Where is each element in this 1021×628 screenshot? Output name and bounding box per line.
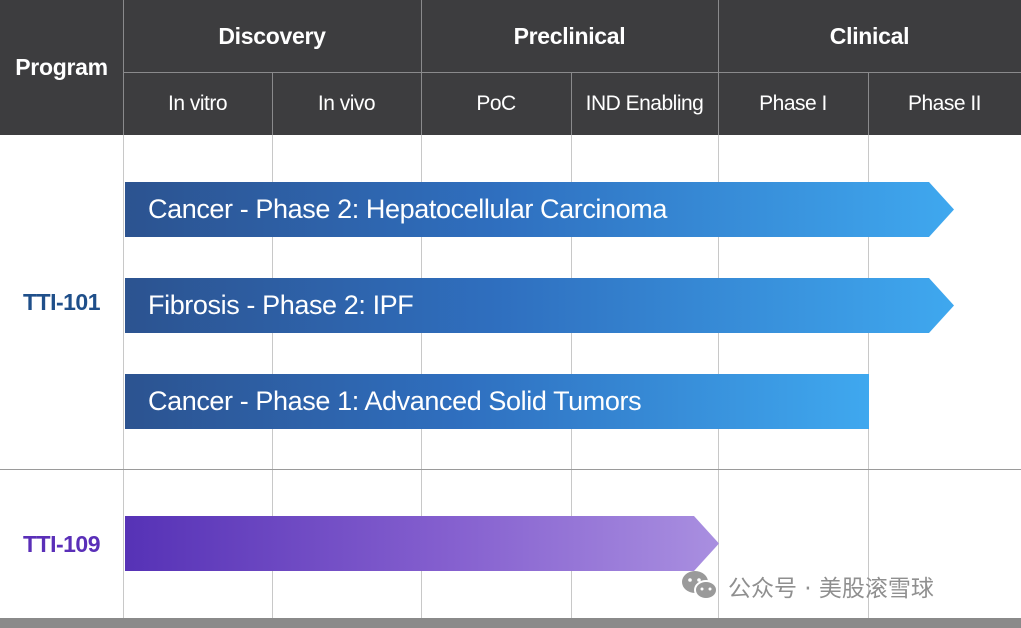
stage-header-in-vivo: In vivo (317, 91, 376, 115)
pipeline-bar-label: Cancer - Phase 2: Hepatocellular Carcino… (148, 194, 667, 224)
header-gridline (421, 0, 422, 135)
program-label-tti-109: TTI-109 (22, 530, 101, 557)
header-gridline (868, 72, 869, 135)
stage-header-phase-1: Phase I (759, 91, 827, 115)
header-gridline (718, 0, 719, 135)
group-header-clinical: Clinical (829, 22, 910, 49)
pipeline-bar-tti-109 (125, 516, 719, 571)
program-label-tti-101: TTI-101 (22, 288, 101, 315)
table-header (0, 0, 1021, 135)
group-header-discovery: Discovery (218, 22, 326, 49)
column-gridline (123, 135, 124, 618)
table-bottom-border (0, 618, 1021, 628)
pipeline-bar-tti-101-hcc: Cancer - Phase 2: Hepatocellular Carcino… (125, 182, 954, 237)
group-header-preclinical: Preclinical (513, 22, 626, 49)
watermark-text: 公众号 · 美股滚雪球 (728, 576, 934, 602)
header-gridline (272, 72, 273, 135)
header-divider (123, 72, 1021, 73)
stage-header-poc: PoC (476, 91, 516, 115)
pipeline-bar-tti-101-ipf: Fibrosis - Phase 2: IPF (125, 278, 954, 333)
stage-header-phase-2: Phase II (907, 91, 982, 115)
row-separator (0, 469, 1021, 470)
pipeline-bar-label: Cancer - Phase 1: Advanced Solid Tumors (148, 386, 642, 416)
header-gridline (571, 72, 572, 135)
pipeline-bar-label: Fibrosis - Phase 2: IPF (148, 290, 414, 320)
wechat-icon (682, 571, 718, 600)
stage-header-ind-enabling: IND Enabling (585, 91, 704, 115)
stage-header-in-vitro: In vitro (167, 91, 228, 115)
program-column-header: Program (15, 54, 108, 80)
header-gridline (123, 0, 124, 135)
pipeline-bar-tti-101-solid-tumors: Cancer - Phase 1: Advanced Solid Tumors (125, 374, 869, 429)
watermark: 公众号 · 美股滚雪球 (680, 568, 934, 604)
